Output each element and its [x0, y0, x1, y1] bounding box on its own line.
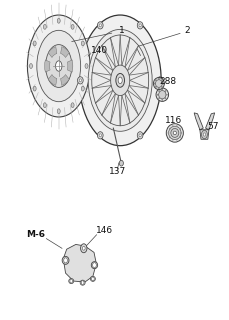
Ellipse shape [161, 79, 163, 81]
Ellipse shape [56, 61, 62, 71]
Ellipse shape [57, 109, 60, 114]
Text: 57: 57 [208, 122, 219, 131]
Ellipse shape [156, 88, 169, 101]
Ellipse shape [166, 94, 167, 95]
Ellipse shape [179, 128, 180, 129]
Ellipse shape [157, 77, 163, 84]
Wedge shape [61, 47, 69, 58]
Polygon shape [194, 113, 215, 139]
Ellipse shape [162, 89, 163, 90]
Ellipse shape [30, 64, 33, 68]
Ellipse shape [166, 124, 183, 142]
Circle shape [70, 279, 73, 283]
Ellipse shape [181, 132, 182, 133]
Circle shape [81, 281, 84, 284]
Ellipse shape [27, 15, 90, 117]
Ellipse shape [169, 136, 170, 138]
Ellipse shape [43, 103, 46, 108]
Ellipse shape [57, 18, 60, 23]
Ellipse shape [80, 280, 85, 285]
Ellipse shape [158, 88, 159, 89]
Ellipse shape [165, 91, 166, 92]
Ellipse shape [33, 86, 36, 91]
Ellipse shape [139, 24, 141, 27]
Ellipse shape [62, 256, 69, 264]
Ellipse shape [173, 131, 176, 135]
Circle shape [203, 133, 206, 136]
Circle shape [93, 263, 96, 268]
Wedge shape [61, 75, 69, 85]
Ellipse shape [176, 126, 177, 127]
Ellipse shape [155, 80, 162, 87]
Ellipse shape [158, 98, 160, 99]
Wedge shape [48, 75, 57, 85]
Wedge shape [48, 47, 57, 58]
Ellipse shape [169, 128, 170, 129]
Ellipse shape [171, 128, 179, 137]
Wedge shape [45, 60, 50, 72]
Text: 2: 2 [185, 27, 190, 36]
Text: 1: 1 [118, 27, 124, 36]
Ellipse shape [159, 79, 161, 82]
Ellipse shape [97, 132, 103, 139]
Ellipse shape [69, 278, 74, 284]
Ellipse shape [169, 126, 181, 140]
Ellipse shape [81, 41, 84, 46]
Text: 116: 116 [165, 116, 182, 125]
Ellipse shape [85, 64, 88, 68]
Ellipse shape [155, 86, 156, 88]
Ellipse shape [77, 77, 83, 84]
Ellipse shape [153, 77, 164, 90]
Ellipse shape [91, 262, 98, 269]
Ellipse shape [88, 29, 152, 131]
Ellipse shape [71, 24, 74, 29]
Ellipse shape [139, 134, 141, 137]
Ellipse shape [158, 78, 159, 79]
Text: 140: 140 [91, 45, 108, 55]
Ellipse shape [163, 83, 164, 84]
Circle shape [81, 244, 87, 253]
Ellipse shape [43, 24, 46, 29]
Circle shape [92, 277, 94, 281]
Ellipse shape [97, 22, 103, 29]
Ellipse shape [90, 276, 95, 281]
Polygon shape [63, 244, 96, 282]
Ellipse shape [71, 103, 74, 108]
Ellipse shape [165, 98, 166, 99]
Ellipse shape [79, 79, 82, 82]
Ellipse shape [172, 126, 173, 127]
Wedge shape [67, 60, 73, 72]
Ellipse shape [37, 30, 81, 102]
Circle shape [119, 160, 123, 166]
Ellipse shape [99, 24, 101, 27]
Circle shape [82, 246, 85, 250]
Text: M-6: M-6 [27, 230, 46, 239]
Text: 146: 146 [96, 226, 113, 235]
Ellipse shape [162, 99, 163, 100]
Circle shape [64, 258, 67, 263]
Ellipse shape [154, 83, 155, 84]
Ellipse shape [118, 77, 122, 84]
Ellipse shape [33, 41, 36, 46]
Ellipse shape [99, 134, 101, 137]
Ellipse shape [157, 94, 158, 95]
Text: 137: 137 [109, 167, 127, 176]
Circle shape [202, 130, 207, 139]
Ellipse shape [179, 136, 180, 138]
Ellipse shape [111, 65, 130, 96]
Ellipse shape [176, 139, 177, 140]
Ellipse shape [159, 91, 166, 99]
Ellipse shape [172, 139, 173, 140]
Ellipse shape [161, 86, 163, 88]
Ellipse shape [158, 91, 160, 92]
Ellipse shape [137, 132, 143, 139]
Ellipse shape [116, 74, 125, 87]
Ellipse shape [137, 22, 143, 29]
Ellipse shape [168, 132, 169, 133]
Ellipse shape [155, 79, 156, 81]
Ellipse shape [79, 15, 161, 146]
Ellipse shape [81, 86, 84, 91]
Ellipse shape [46, 44, 72, 87]
Text: 288: 288 [159, 77, 177, 86]
